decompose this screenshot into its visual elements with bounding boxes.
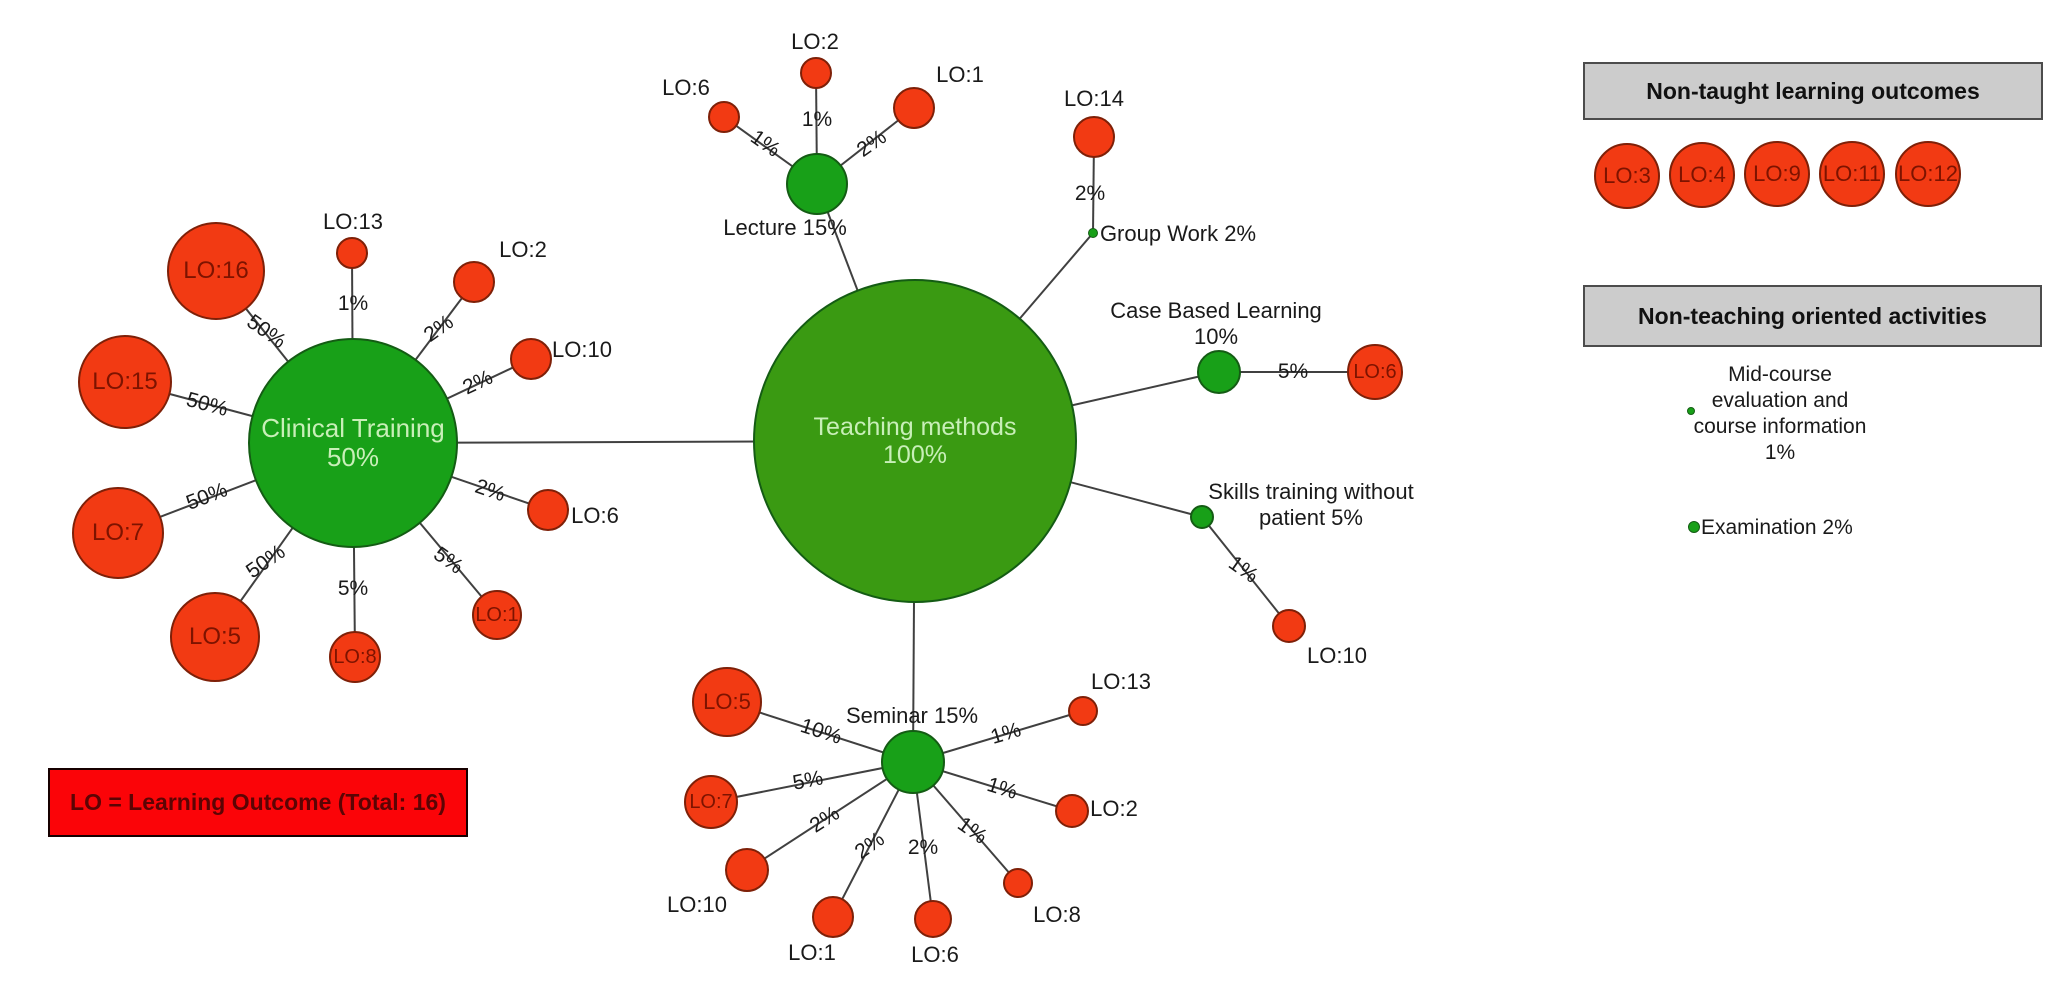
edge-label-clinical-cl-lo13: 1% <box>337 292 369 315</box>
node-sk-lo10 <box>1272 609 1306 643</box>
node-midcourse-dot <box>1687 407 1695 415</box>
node-cl-lo5: LO:5 <box>170 592 260 682</box>
clinical-label: Clinical Training 50% <box>261 412 445 472</box>
node-sem-lo8 <box>1003 868 1033 898</box>
node-sem-lo10 <box>725 848 769 892</box>
node-nt-lo3: LO:3 <box>1594 143 1660 209</box>
node-cl-lo15: LO:15 <box>78 335 172 429</box>
non-taught-header-label: Non-taught learning outcomes <box>1646 77 1980 104</box>
non-teaching-header-label: Non-teaching oriented activities <box>1638 302 1987 329</box>
node-sem-lo13 <box>1068 696 1098 726</box>
node-sem-lo2 <box>1055 794 1089 828</box>
non-taught-header: Non-taught learning outcomes <box>1583 62 2043 120</box>
non-teaching-header: Non-teaching oriented activities <box>1583 285 2042 347</box>
sem-lo2-label: LO:2 <box>1090 796 1138 822</box>
edge-label-clinical-cl-lo8: 5% <box>337 577 369 600</box>
cl-lo1-label: LO:1 <box>475 603 519 626</box>
node-cl-lo7: LO:7 <box>72 487 164 579</box>
node-cl-lo8: LO:8 <box>329 631 381 683</box>
node-nt-lo4: LO:4 <box>1669 142 1735 208</box>
examination-label: Examination 2% <box>1701 516 1853 539</box>
nt-lo4-label: LO:4 <box>1678 161 1726 187</box>
nt-lo11-label: LO:11 <box>1822 160 1882 186</box>
sk-lo10-label: LO:10 <box>1307 643 1367 669</box>
node-nt-lo9: LO:9 <box>1744 141 1810 207</box>
teaching-label: Teaching methods 100% <box>813 413 1017 469</box>
node-nt-lo11: LO:11 <box>1819 141 1885 207</box>
node-lec-lo6 <box>708 101 740 133</box>
node-cl-lo2 <box>453 261 495 303</box>
sem-lo1-label: LO:1 <box>788 940 836 966</box>
cl-lo10-label: LO:10 <box>552 337 612 363</box>
node-teaching: Teaching methods 100% <box>753 279 1077 603</box>
cl-lo16-label: LO:16 <box>183 256 249 284</box>
cl-lo15-label: LO:15 <box>92 367 158 395</box>
node-cl-lo16: LO:16 <box>167 222 265 320</box>
groupwork-label: Group Work 2% <box>1099 221 1257 247</box>
edge-seminar-sem-lo7 <box>710 761 914 803</box>
sem-lo10-label: LO:10 <box>667 892 727 918</box>
nt-lo3-label: LO:3 <box>1603 162 1651 188</box>
cbl-lo6-label: LO:6 <box>1353 360 1397 383</box>
edge-label-groupwork-lo14: 2% <box>1074 182 1106 205</box>
edge-label-cbl-cbl-lo6: 5% <box>1277 360 1309 383</box>
node-cl-lo13 <box>336 237 368 269</box>
edge-label-lecture-lec-lo2: 1% <box>801 108 833 131</box>
sem-lo13-label: LO:13 <box>1091 669 1151 695</box>
sem-lo5-label: LO:5 <box>703 688 751 714</box>
seminar-label: Seminar 15% <box>845 703 979 729</box>
node-sem-lo1 <box>812 896 854 938</box>
node-cl-lo10 <box>510 338 552 380</box>
node-sem-lo5: LO:5 <box>692 667 762 737</box>
lec-lo1-label: LO:1 <box>936 62 984 88</box>
node-sem-lo7: LO:7 <box>684 775 738 829</box>
edge-skills-sk-lo10 <box>1201 516 1290 627</box>
sem-lo6-label: LO:6 <box>911 942 959 968</box>
midcourse-evaluation-label: Mid-course evaluation and course informa… <box>1693 363 1867 465</box>
cl-lo8-label: LO:8 <box>333 645 377 668</box>
lecture-label: Lecture 15% <box>723 215 847 241</box>
node-lec-lo2 <box>800 57 832 89</box>
lec-lo6-label: LO:6 <box>662 75 710 101</box>
sem-lo8-label: LO:8 <box>1033 902 1081 928</box>
cl-lo7-label: LO:7 <box>91 518 145 546</box>
cl-lo2-label: LO:2 <box>499 237 547 263</box>
lec-lo2-label: LO:2 <box>791 29 839 55</box>
nt-lo9-label: LO:9 <box>1753 160 1801 186</box>
skills-label: Skills training without patient 5% <box>1208 479 1414 530</box>
cl-lo6-label: LO:6 <box>571 503 619 529</box>
node-groupwork <box>1088 228 1098 238</box>
node-lo14 <box>1073 116 1115 158</box>
node-lecture <box>786 153 848 215</box>
cbl-label: Case Based Learning 10% <box>1110 298 1322 349</box>
node-cbl-lo6: LO:6 <box>1347 344 1403 400</box>
node-lec-lo1 <box>893 87 935 129</box>
sem-lo7-label: LO:7 <box>689 790 733 813</box>
nt-lo12-label: LO:12 <box>1898 160 1958 186</box>
legend-box: LO = Learning Outcome (Total: 16) <box>48 768 468 837</box>
node-cl-lo1: LO:1 <box>472 590 522 640</box>
node-cl-lo6 <box>527 489 569 531</box>
lo14-label: LO:14 <box>1064 86 1124 112</box>
edge-seminar-sem-lo10 <box>746 761 914 871</box>
node-skills <box>1190 505 1214 529</box>
node-nt-lo12: LO:12 <box>1895 141 1961 207</box>
edge-label-seminar-sem-lo6: 2% <box>907 836 939 859</box>
node-exam-dot <box>1688 521 1700 533</box>
node-seminar <box>881 730 945 794</box>
cl-lo5-label: LO:5 <box>188 622 242 650</box>
cl-lo13-label: LO:13 <box>323 209 383 235</box>
node-cbl <box>1197 350 1241 394</box>
node-clinical: Clinical Training 50% <box>248 338 458 548</box>
legend-text: LO = Learning Outcome (Total: 16) <box>70 789 446 815</box>
node-sem-lo6 <box>914 900 952 938</box>
